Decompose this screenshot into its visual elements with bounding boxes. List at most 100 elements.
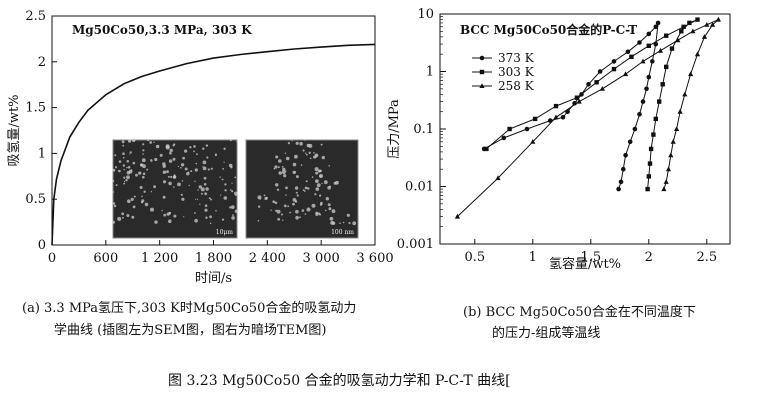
inset-speck xyxy=(223,161,225,163)
inset-speck xyxy=(283,174,287,178)
data-point xyxy=(454,213,460,219)
inset-speck xyxy=(231,190,234,193)
inset-speck xyxy=(295,215,299,220)
inset-speck xyxy=(281,166,284,168)
inset-speck xyxy=(168,159,173,163)
inset-speck xyxy=(122,144,125,147)
inset-speck xyxy=(308,151,311,154)
inset-speck xyxy=(123,182,126,185)
inset-speck xyxy=(132,161,136,165)
inset-speck xyxy=(143,190,146,193)
inset-speck xyxy=(285,186,288,190)
inset-speck xyxy=(277,217,281,221)
x-axis-label: 氢容量/wt% xyxy=(549,256,621,272)
figure-caption: 图 3.23 Mg50Co50 合金的吸氢动力学和 P-C-T 曲线[ xyxy=(168,373,511,389)
data-point xyxy=(597,69,603,74)
inset-speck xyxy=(139,186,143,189)
inset-speck xyxy=(202,166,204,168)
inset-speck xyxy=(122,152,125,155)
x-tick-label: 3 600 xyxy=(356,251,393,266)
data-point xyxy=(653,116,658,122)
inset-speck xyxy=(205,144,209,147)
legend-entry: 373 K xyxy=(472,51,535,65)
data-point xyxy=(651,132,656,137)
data-point xyxy=(657,99,662,104)
inset-speck xyxy=(200,187,205,192)
inset-speck xyxy=(284,152,287,154)
inset-speck xyxy=(188,184,190,187)
inset-speck xyxy=(295,209,299,214)
caption-b-line1: (b) BCC Mg50Co50合金在不同温度下 xyxy=(463,305,696,320)
data-point xyxy=(687,20,692,26)
inset-speck xyxy=(274,165,278,169)
inset-speck xyxy=(165,144,170,149)
inset-speck xyxy=(122,216,124,219)
inset-speck xyxy=(132,205,136,209)
inset-speck xyxy=(131,215,135,219)
inset-speck xyxy=(318,213,322,216)
inset-tem: 100 nm xyxy=(245,139,359,239)
inset-speck xyxy=(319,175,322,178)
inset-speck xyxy=(180,163,185,167)
data-point xyxy=(668,152,674,158)
inset-speck xyxy=(285,170,287,172)
data-point xyxy=(576,98,582,104)
inset-speck xyxy=(257,205,261,208)
x-tick-label: 1 xyxy=(529,250,537,265)
data-point xyxy=(637,112,642,117)
inset-speck xyxy=(215,210,217,212)
inset-speck xyxy=(126,166,128,169)
inset-speck xyxy=(228,163,233,168)
inset-speck xyxy=(131,138,136,142)
y-tick-label: 10 xyxy=(417,7,434,22)
inset-speck xyxy=(320,201,323,205)
inset-speck xyxy=(222,168,225,170)
inset-speck xyxy=(315,187,320,191)
inset-frame xyxy=(112,139,238,239)
inset-speck xyxy=(309,157,312,160)
y-axis-label: 压力/MPa xyxy=(387,99,402,159)
inset-speck xyxy=(162,195,166,199)
inset-speck xyxy=(141,195,143,198)
inset-speck xyxy=(236,140,238,142)
inset-speck xyxy=(130,169,133,172)
inset-speck xyxy=(317,169,321,173)
inset-frame xyxy=(245,139,359,239)
data-point xyxy=(690,28,696,34)
inset-speck xyxy=(313,152,315,154)
data-point xyxy=(663,179,669,184)
inset-speck xyxy=(114,154,117,157)
inset-speck xyxy=(169,148,173,153)
inset-speck xyxy=(274,201,278,205)
data-point xyxy=(655,20,661,26)
series-line xyxy=(483,22,659,190)
inset-speck xyxy=(163,213,167,217)
inset-speck xyxy=(172,157,176,161)
y-tick-label: 0.01 xyxy=(405,180,434,195)
data-point xyxy=(704,22,710,27)
inset-speck xyxy=(184,149,188,153)
inset-speck xyxy=(122,156,125,159)
inset-speck xyxy=(257,195,262,200)
data-point xyxy=(553,114,559,120)
data-point xyxy=(553,103,559,109)
data-point xyxy=(586,82,591,87)
data-point xyxy=(674,126,680,131)
inset-speck xyxy=(325,197,329,201)
x-tick-label: 2.5 xyxy=(696,250,717,265)
inset-speck xyxy=(306,143,310,148)
inset-speck xyxy=(130,197,134,201)
inset-speck xyxy=(304,139,306,141)
inset-speck xyxy=(173,214,177,218)
series-line xyxy=(457,19,719,217)
inset-speck xyxy=(264,196,268,201)
inset-speck xyxy=(327,203,331,207)
inset-speck xyxy=(280,213,283,216)
data-point xyxy=(640,58,646,64)
inset-speck xyxy=(203,176,207,180)
inset-speck xyxy=(189,146,192,149)
inset-speck xyxy=(275,155,279,159)
data-point xyxy=(629,54,634,59)
y-tick-label: 1.5 xyxy=(25,101,46,116)
inset-speck xyxy=(142,164,146,169)
